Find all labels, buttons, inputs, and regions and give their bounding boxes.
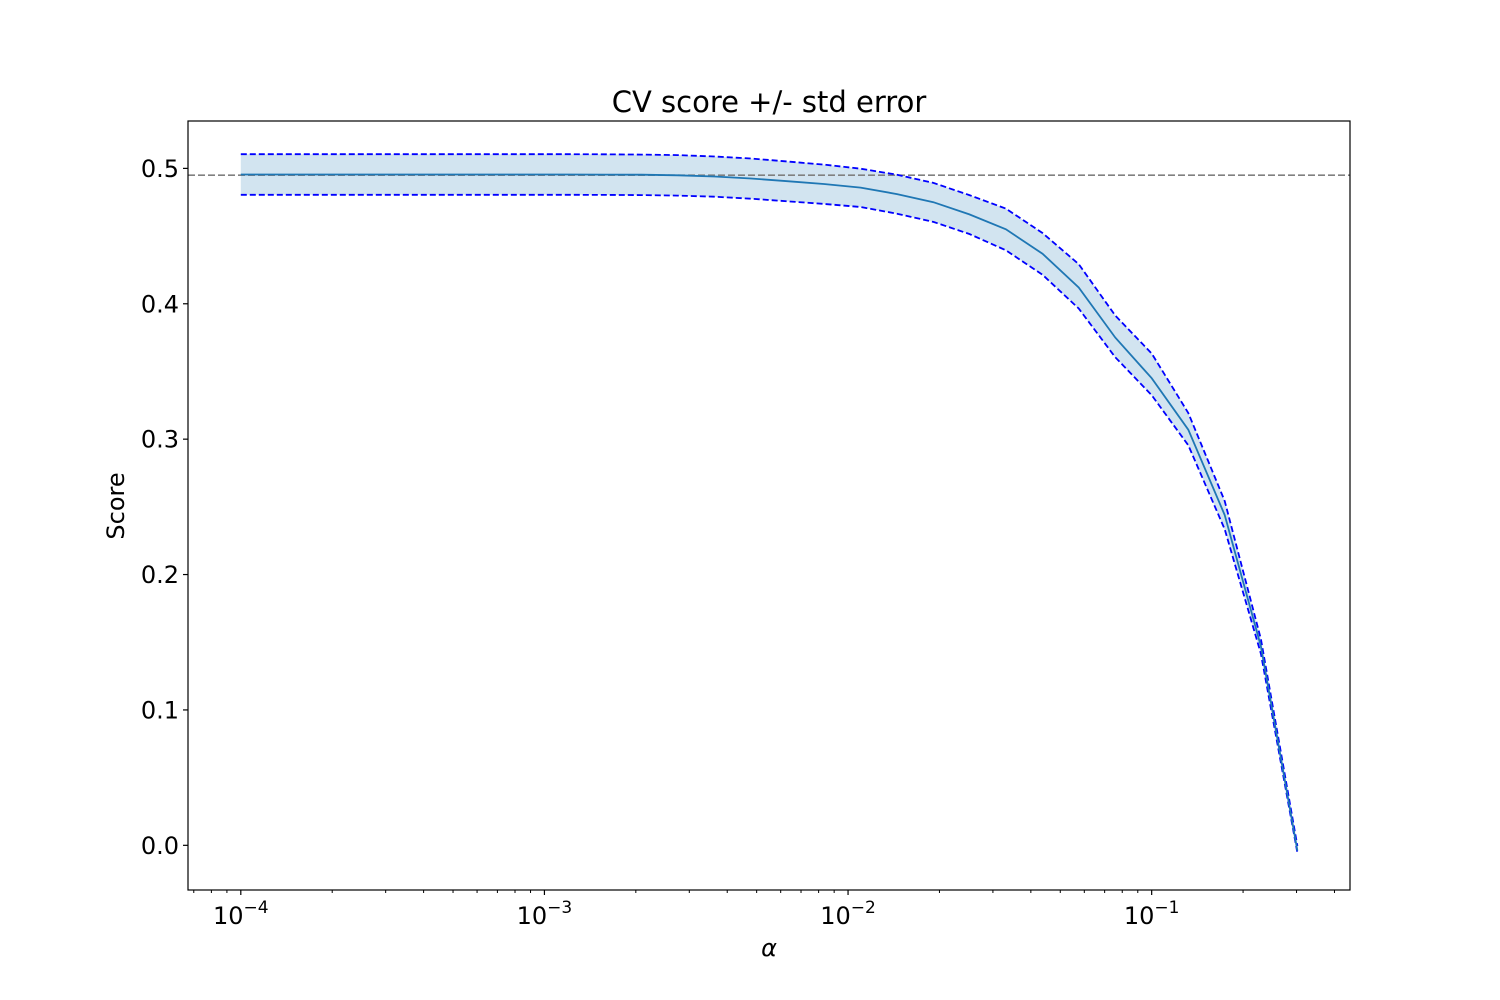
upper-bound-line xyxy=(240,153,1299,847)
x-tick-label: 10−2 xyxy=(820,898,876,930)
y-tick-label: 0.0 xyxy=(141,832,179,860)
x-tick-label: 10−3 xyxy=(517,898,573,930)
y-axis: 0.0 0.1 0.2 0.3 0.4 0.5 xyxy=(141,155,188,860)
chart-title: CV score +/- std error xyxy=(612,85,927,119)
x-tick-label: 10−1 xyxy=(1124,898,1180,930)
y-tick-label: 0.1 xyxy=(141,696,179,724)
y-tick-label: 0.3 xyxy=(141,426,179,454)
y-tick-label: 0.5 xyxy=(141,155,179,183)
y-tick-label: 0.4 xyxy=(141,290,179,318)
x-tick-label: 10−4 xyxy=(213,898,269,930)
lower-bound-line xyxy=(240,193,1299,853)
axes-frame xyxy=(187,120,1351,891)
y-axis-label: Score xyxy=(102,472,130,539)
x-axis-label: α xyxy=(761,934,777,962)
y-tick-label: 0.2 xyxy=(141,561,179,589)
plot-area xyxy=(188,153,1350,853)
mean-score-line xyxy=(240,173,1299,851)
x-axis: 10−4 10−3 10−2 10−1 xyxy=(193,890,1335,930)
